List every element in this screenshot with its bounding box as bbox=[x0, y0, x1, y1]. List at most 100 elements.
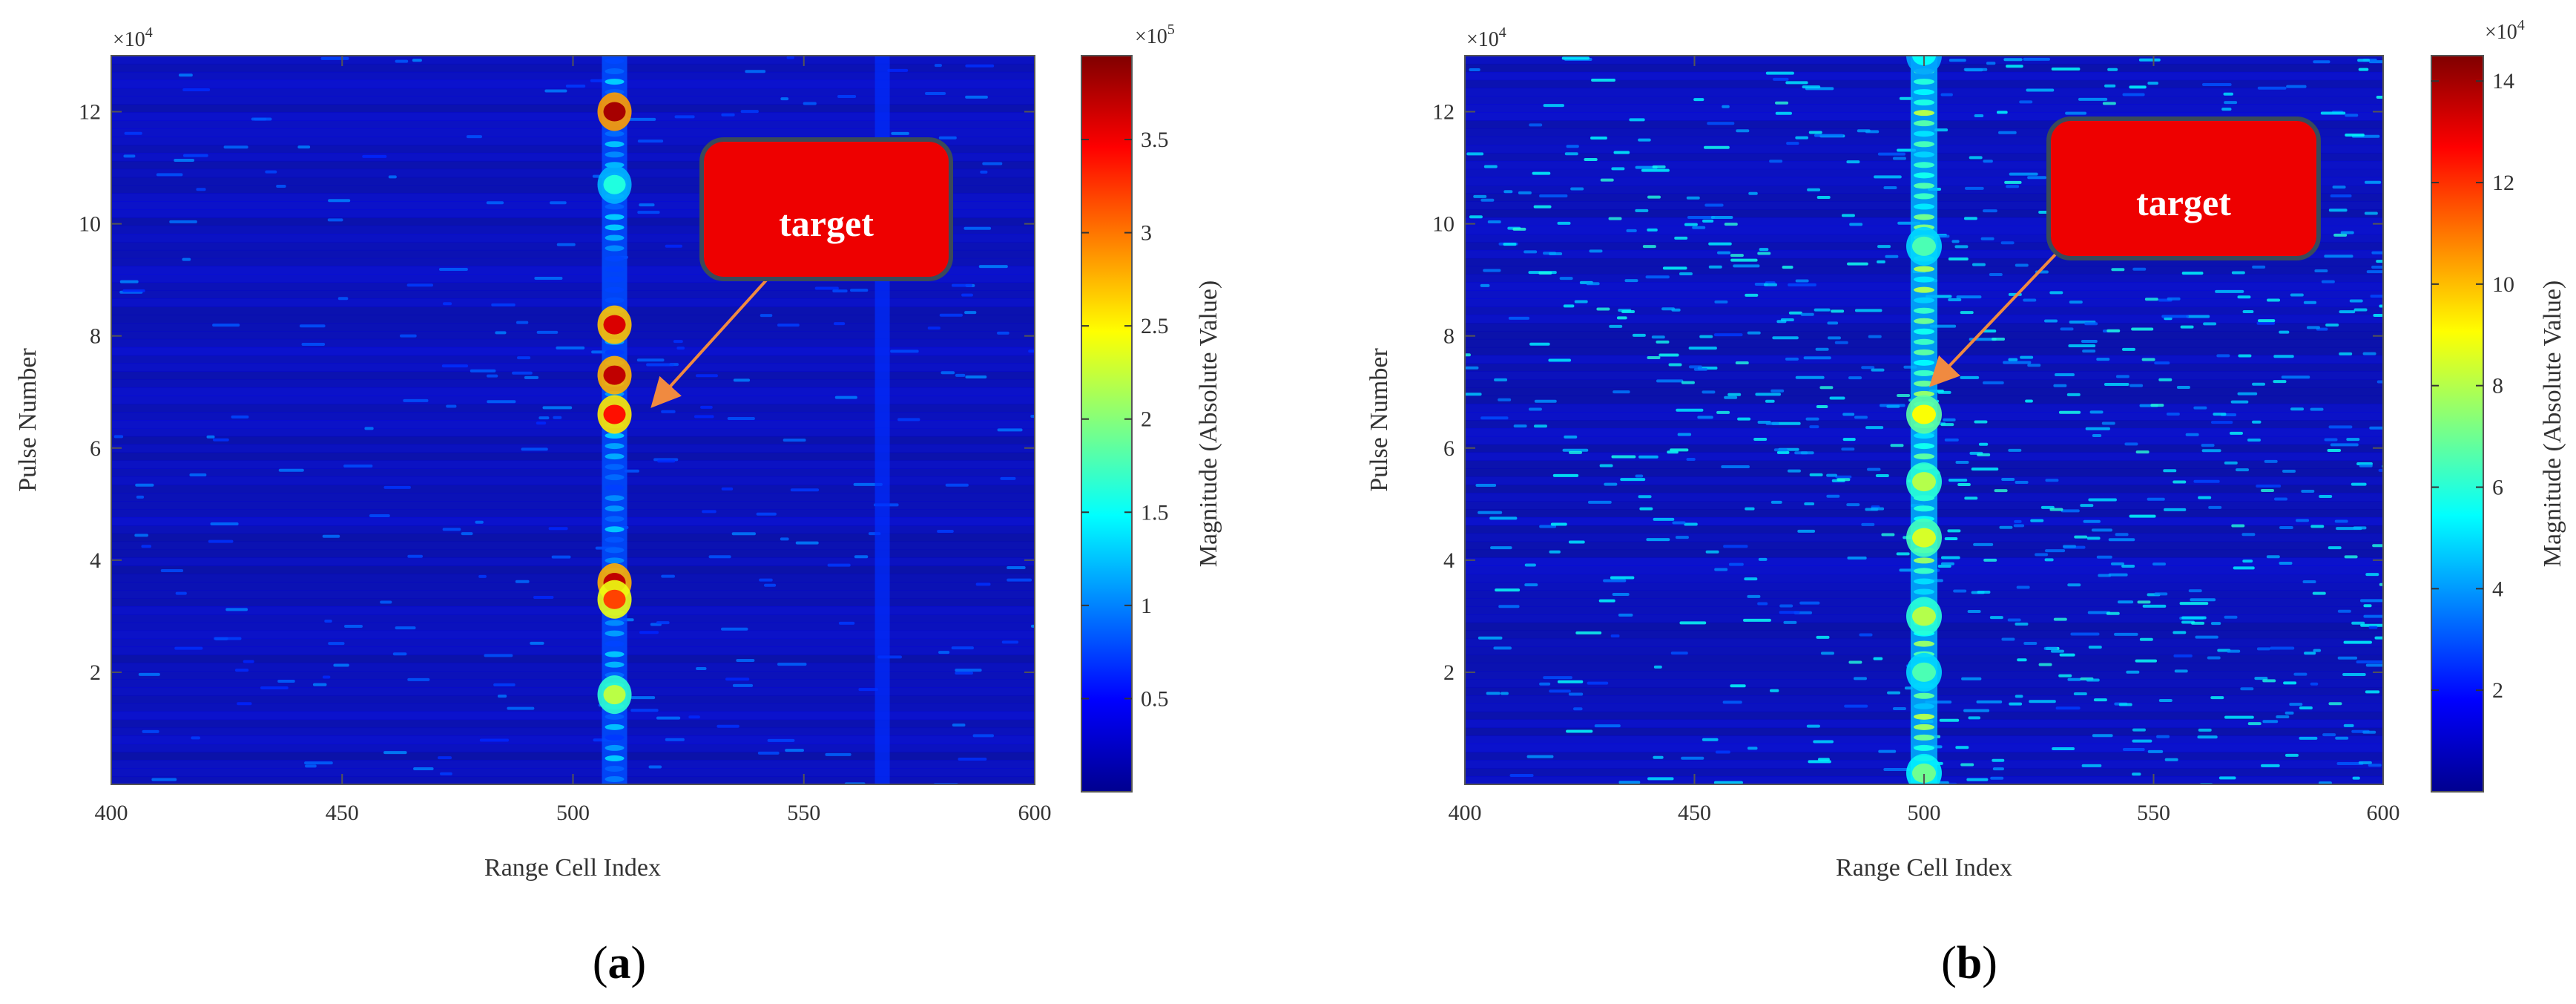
noise-dash bbox=[1475, 484, 1497, 488]
noise-row bbox=[111, 638, 1035, 648]
noise-dash bbox=[1478, 636, 1503, 640]
noise-dash bbox=[1466, 152, 1484, 156]
noise-dash bbox=[890, 350, 919, 353]
noise-dash bbox=[951, 646, 974, 650]
streak-dash bbox=[2023, 642, 2038, 646]
streak-dash bbox=[1724, 396, 1738, 399]
noise-dash bbox=[1829, 396, 1845, 400]
noise-dash bbox=[113, 435, 124, 439]
streak-dash bbox=[2224, 461, 2238, 465]
streak-dash bbox=[2063, 545, 2077, 548]
streak-dash bbox=[2322, 733, 2336, 737]
noise-dash bbox=[2285, 711, 2294, 715]
noise-dash bbox=[2161, 315, 2189, 318]
column-bead bbox=[1914, 151, 1934, 158]
column-bead bbox=[605, 775, 625, 782]
noise-dash bbox=[1786, 142, 1799, 145]
noise-dash bbox=[2218, 776, 2236, 780]
streak-dash bbox=[2016, 585, 2030, 589]
noise-dash bbox=[825, 752, 851, 756]
noise-dash bbox=[2327, 448, 2342, 452]
noise-dash bbox=[2339, 310, 2356, 314]
streak-dash bbox=[2346, 438, 2360, 442]
streak-dash bbox=[2231, 271, 2245, 275]
column-bead bbox=[1914, 443, 1934, 450]
streak-dash bbox=[1429, 340, 1443, 343]
noise-dash bbox=[2026, 88, 2055, 92]
streak-dash bbox=[1871, 368, 1885, 372]
streak-dash bbox=[2486, 666, 2499, 669]
column-bead bbox=[605, 505, 625, 512]
noise-dash bbox=[1755, 393, 1782, 396]
noise-dash bbox=[2262, 720, 2279, 724]
noise-dash bbox=[725, 677, 750, 681]
noise-dash bbox=[1957, 482, 1971, 486]
streak-dash bbox=[2252, 265, 2266, 269]
column-bead bbox=[605, 58, 625, 65]
noise-row bbox=[111, 630, 1035, 640]
noise-dash bbox=[550, 201, 567, 205]
noise-dash bbox=[1000, 476, 1016, 480]
noise-dash bbox=[2356, 660, 2383, 664]
noise-dash bbox=[191, 736, 200, 740]
noise-dash bbox=[2257, 319, 2276, 323]
noise-dash bbox=[1702, 738, 1719, 741]
noise-dash bbox=[2051, 67, 2081, 70]
streak-dash bbox=[2362, 352, 2376, 355]
noise-dash bbox=[124, 131, 142, 135]
noise-row bbox=[111, 614, 1035, 623]
column-bead bbox=[1914, 266, 1934, 272]
noise-dash bbox=[2378, 468, 2383, 472]
noise-dash bbox=[1611, 455, 1636, 459]
streak-dash bbox=[1730, 254, 1744, 257]
noise-dash bbox=[2078, 97, 2108, 101]
noise-dash bbox=[380, 600, 392, 604]
streak-dash bbox=[2353, 308, 2368, 312]
noise-row bbox=[111, 404, 1035, 413]
streak-dash bbox=[2247, 438, 2261, 442]
streak-dash bbox=[2015, 263, 2029, 267]
streak-dash bbox=[2001, 637, 2015, 641]
noise-row bbox=[111, 420, 1035, 429]
noise-dash bbox=[1480, 416, 1509, 420]
streak-dash bbox=[1940, 562, 1954, 565]
streak-dash bbox=[2389, 168, 2402, 171]
noise-dash bbox=[965, 375, 987, 378]
streak-dash bbox=[2154, 592, 2168, 596]
noise-dash bbox=[383, 751, 407, 755]
streak-dash bbox=[2379, 583, 2383, 586]
noise-dash bbox=[2044, 558, 2054, 562]
noise-row bbox=[111, 574, 1035, 583]
streak-dash bbox=[1661, 307, 1676, 311]
streak-dash bbox=[1538, 271, 1552, 275]
noise-row bbox=[111, 646, 1035, 655]
streak-dash bbox=[2173, 631, 2187, 634]
column-bead bbox=[1914, 120, 1934, 127]
noise-dash bbox=[1549, 550, 1561, 554]
noise-dash bbox=[1973, 542, 1994, 546]
column-bead bbox=[1914, 744, 1934, 751]
noise-row bbox=[111, 727, 1035, 737]
streak-dash bbox=[2158, 378, 2173, 381]
noise-dash bbox=[1964, 68, 1983, 72]
noise-dash bbox=[688, 715, 700, 719]
streak-dash bbox=[1533, 424, 1547, 428]
noise-dash bbox=[479, 738, 510, 742]
noise-dash bbox=[1817, 758, 1830, 761]
streak-dash bbox=[1775, 101, 1789, 105]
noise-dash bbox=[2242, 560, 2253, 563]
streak-dash bbox=[2534, 669, 2548, 672]
noise-dash bbox=[362, 154, 387, 158]
streak-dash bbox=[2310, 407, 2324, 411]
x-axis-label-a: Range Cell Index bbox=[484, 854, 661, 882]
y-tick-label: 2 bbox=[90, 660, 101, 685]
column-bead bbox=[1914, 724, 1934, 730]
streak-dash bbox=[1753, 437, 1768, 441]
noise-dash bbox=[2003, 361, 2032, 364]
streak-dash bbox=[1937, 565, 1951, 568]
column-bead bbox=[1914, 214, 1934, 220]
noise-dash bbox=[1509, 773, 1534, 777]
noise-dash bbox=[1704, 145, 1730, 149]
streak-dash bbox=[1604, 482, 1618, 486]
noise-dash bbox=[189, 473, 207, 476]
